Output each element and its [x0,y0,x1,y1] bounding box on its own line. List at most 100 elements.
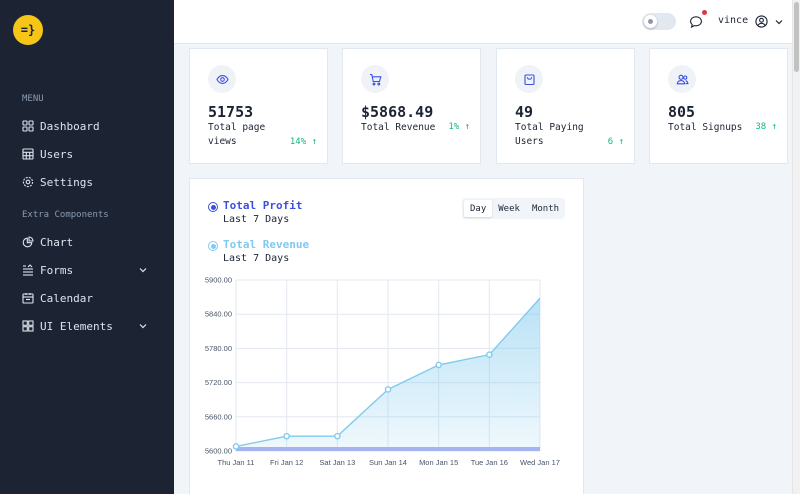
notification-dot [702,10,707,15]
stat-change: 38 ↑ [755,122,777,132]
arrow-up-icon: ↑ [311,137,317,147]
sidebar-item-label: Users [40,147,74,161]
sidebar-item-chart[interactable]: Chart [22,232,152,252]
sidebar-item-label: Chart [40,235,74,249]
stat-label: Total Paying Users [515,122,584,147]
data-point-total-revenue [384,386,392,393]
y-tick-label: 5780.00 [205,344,232,353]
chat-icon[interactable] [689,15,703,29]
stat-change-value: 38 [755,122,767,132]
form-icon [23,264,33,276]
y-tick-label: 5600.00 [205,447,232,456]
stat-value: 51753 [208,103,254,121]
revenue-chart-panel: Total Profit Last 7 Days Total Revenue L… [189,178,584,494]
legend-marker [208,202,218,212]
sidebar-item-settings[interactable]: Settings [22,172,152,192]
y-tick-label: 5720.00 [205,378,232,387]
card-icon-wrap [668,65,696,93]
legend-marker [208,241,218,251]
stat-change: 6 ↑ [608,137,624,147]
grid-icon [22,120,34,132]
scrollbar-thumb[interactable] [794,2,799,72]
user-avatar-icon[interactable] [755,15,768,28]
calendar-icon [22,293,34,304]
data-point-total-revenue [283,432,290,440]
dark-mode-toggle[interactable] [642,13,676,30]
y-tick-label: 5840.00 [205,310,232,319]
stat-change-value: 6 [607,137,614,147]
page-scrollbar[interactable] [792,0,800,494]
stat-label: Total page views [208,122,266,147]
series-area-total-revenue [236,298,540,451]
sidebar-item-label: Calendar [40,291,93,305]
pie-chart-icon [22,236,34,248]
cart-icon [369,73,382,85]
stat-change-value: 14% [289,137,307,147]
legend-subtitle: Last 7 Days [223,253,290,264]
extra-components-title: Extra Components [22,210,109,220]
x-tick-label: Thu Jan 11 [218,458,255,467]
area-chart: 5600.00 5660.00 5720.00 5780.00 5840.00 5900.… [205,276,560,468]
stat-change-value: 1% [448,122,460,132]
stat-value: 805 [668,103,696,121]
card-icon-wrap [361,65,389,93]
sidebar-item-users[interactable]: Users [22,144,152,164]
stat-change: 1% ↑ [448,122,470,132]
stat-value: 49 [515,103,534,121]
card-icon-wrap [515,65,543,93]
range-selector: Day Week Month [462,198,565,219]
x-tick-label: Sat Jan 13 [319,458,355,467]
toggle-knob [644,15,657,28]
arrow-up-icon: ↑ [618,137,624,147]
bag-icon [523,73,535,85]
sidebar: =} MENU Dashboard Users Settings Extra C… [0,0,174,494]
stat-card-paying-users: 49 Total Paying Users 6 ↑ [496,48,635,164]
y-tick-label: 5660.00 [205,412,232,421]
legend-name: Total Profit [223,199,303,212]
x-tick-label: Fri Jan 12 [270,458,303,467]
top-header: vince [174,0,800,44]
users-icon [676,74,689,84]
user-name[interactable]: vince [718,15,749,26]
x-tick-label: Mon Jan 15 [419,458,458,467]
sidebar-item-label: Dashboard [40,119,100,133]
stat-card-revenue: $5868.49 Total Revenue 1% ↑ [342,48,481,164]
x-tick-label: Wed Jan 17 [520,458,560,467]
sidebar-item-dashboard[interactable]: Dashboard [22,116,152,136]
legend-subtitle: Last 7 Days [223,214,290,225]
stat-label: Total Revenue [361,122,436,133]
range-week-button[interactable]: Week [498,203,520,214]
sidebar-item-label: UI Elements [40,319,113,333]
chevron-down-icon[interactable] [138,321,148,331]
sidebar-item-ui-elements[interactable]: UI Elements [22,316,152,336]
data-point-total-revenue [334,432,341,440]
card-icon-wrap [208,65,236,93]
gear-icon [22,176,34,188]
chevron-down-icon[interactable] [774,17,784,27]
menu-title: MENU [22,94,44,104]
y-tick-label: 5900.00 [205,276,232,285]
stat-card-page-views: 51753 Total page views 14% ↑ [189,48,328,164]
data-point-total-revenue [486,351,493,358]
range-month-button[interactable]: Month [531,203,560,214]
x-tick-label: Sun Jan 14 [369,458,407,467]
legend-name: Total Revenue [223,238,310,251]
data-point-total-revenue [232,443,240,450]
chevron-down-icon[interactable] [138,265,148,275]
table-icon [22,148,34,160]
stat-card-signups: 805 Total Signups 38 ↑ [649,48,788,164]
arrow-up-icon: ↑ [464,122,470,132]
data-point-total-revenue [435,361,442,369]
x-tick-label: Tue Jan 16 [471,458,508,467]
stat-value: $5868.49 [361,103,434,121]
layers-icon [22,320,34,332]
logo[interactable]: =} [13,15,43,45]
sun-icon [648,19,653,24]
eye-icon [215,74,229,84]
sidebar-item-label: Forms [40,263,74,277]
sidebar-item-label: Settings [40,175,93,189]
range-day-button[interactable]: Day [464,200,493,217]
sidebar-item-calendar[interactable]: Calendar [22,288,152,308]
stat-label: Total Signups [668,122,743,133]
sidebar-item-forms[interactable]: Forms [22,260,152,280]
